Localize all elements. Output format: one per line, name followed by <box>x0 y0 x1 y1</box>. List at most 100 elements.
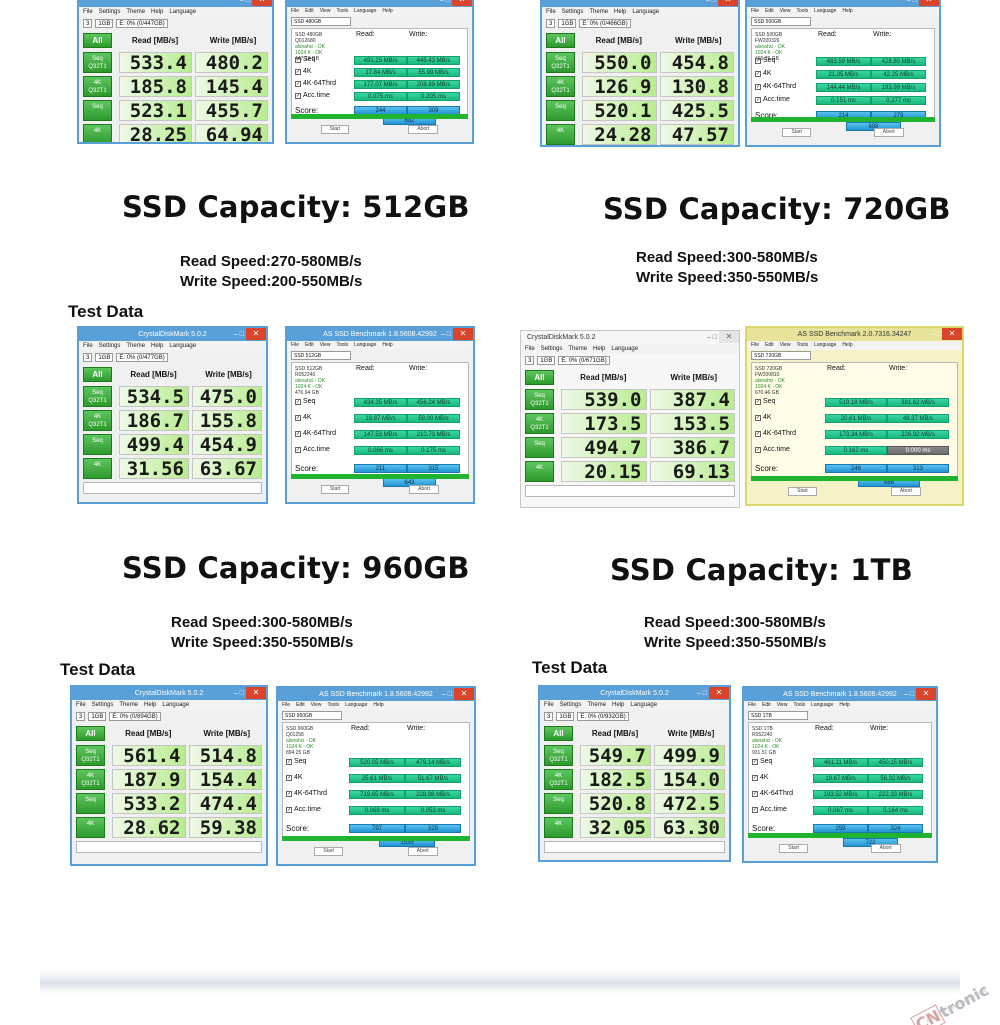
test-k4q-button[interactable]: 4K Q32T1 <box>546 75 575 97</box>
test-seq-button[interactable]: Seq <box>76 792 105 814</box>
checkbox[interactable]: ✓ <box>755 83 761 90</box>
menu-item[interactable]: Settings <box>98 343 121 349</box>
minimize-maximize-icon[interactable]: – □ <box>705 0 716 4</box>
menu-item[interactable]: Help <box>614 9 627 15</box>
menu-item[interactable]: File <box>83 9 93 15</box>
minimize-maximize-icon[interactable]: – □ <box>233 690 244 697</box>
menu-item[interactable]: File <box>546 9 556 15</box>
checkbox[interactable]: ✓ <box>295 446 301 453</box>
drive-select[interactable]: E: 0% (0/671GB) <box>558 356 610 365</box>
start-button[interactable]: Start <box>320 484 350 494</box>
size-select[interactable]: 1GB <box>537 356 556 365</box>
menu-item[interactable]: Edit <box>765 342 774 348</box>
menu-item[interactable]: File <box>748 702 757 708</box>
test-seq-button[interactable]: Seq <box>525 436 554 458</box>
checkbox[interactable]: ✓ <box>755 57 761 64</box>
menu-item[interactable]: Edit <box>305 342 314 348</box>
checkbox[interactable]: ✓ <box>295 68 301 75</box>
count-select[interactable]: 3 <box>76 712 86 721</box>
all-button[interactable]: All <box>83 366 112 382</box>
abort-button[interactable]: Abort <box>407 846 438 856</box>
drive-select[interactable]: SSD 500GB <box>751 17 811 26</box>
start-button[interactable]: Start <box>782 127 811 137</box>
menu-item[interactable]: Language <box>354 342 377 348</box>
checkbox[interactable]: ✓ <box>286 790 292 797</box>
minimize-maximize-icon[interactable]: – □ <box>239 0 250 4</box>
menu-item[interactable]: View <box>779 8 791 14</box>
menu-item[interactable]: Language <box>632 9 660 15</box>
test-k4-button[interactable]: 4K <box>544 816 573 838</box>
drive-select[interactable]: SSD 1TB <box>748 711 808 720</box>
menu-item[interactable]: File <box>525 346 535 352</box>
checkbox[interactable]: ✓ <box>295 92 301 99</box>
start-button[interactable]: Start <box>788 486 817 496</box>
drive-select[interactable]: E: 0% (0/894GB) <box>109 712 161 721</box>
menu-item[interactable]: Edit <box>765 8 774 14</box>
abort-button[interactable]: Abort <box>890 486 921 496</box>
comment-field[interactable] <box>544 841 725 853</box>
minimize-maximize-icon[interactable]: – □ <box>441 691 452 698</box>
size-select[interactable]: 1GB <box>558 19 577 28</box>
menu-item[interactable]: Settings <box>98 9 121 15</box>
checkbox[interactable]: ✓ <box>752 806 758 813</box>
count-select[interactable]: 3 <box>525 356 535 365</box>
menu-item[interactable]: Theme <box>126 9 146 15</box>
close-icon[interactable]: ✕ <box>919 0 939 6</box>
test-q32t1-button[interactable]: Seq Q32T1 <box>83 51 112 73</box>
checkbox[interactable]: ✓ <box>295 80 301 87</box>
menu-item[interactable]: Language <box>169 9 197 15</box>
minimize-maximize-icon[interactable]: – □ <box>439 0 450 4</box>
size-select[interactable]: 1GB <box>88 712 107 721</box>
menu-item[interactable]: Theme <box>587 702 607 708</box>
menu-item[interactable]: Help <box>839 702 850 708</box>
count-select[interactable]: 3 <box>83 19 93 28</box>
all-button[interactable]: All <box>83 32 112 48</box>
menu-item[interactable]: File <box>544 702 554 708</box>
checkbox[interactable]: ✓ <box>295 430 301 437</box>
menu-item[interactable]: Edit <box>305 8 314 14</box>
menu-item[interactable]: Language <box>814 8 837 14</box>
close-icon[interactable]: ✕ <box>252 0 272 6</box>
test-k4-button[interactable]: 4K <box>525 460 554 482</box>
all-button[interactable]: All <box>544 725 573 741</box>
menu-item[interactable]: Theme <box>126 343 146 349</box>
test-k4q-button[interactable]: 4K Q32T1 <box>544 768 573 790</box>
close-icon[interactable]: ✕ <box>452 0 472 6</box>
menu-item[interactable]: Settings <box>540 346 563 352</box>
checkbox[interactable]: ✓ <box>752 790 758 797</box>
menu-item[interactable]: Edit <box>762 702 771 708</box>
all-button[interactable]: All <box>525 369 554 385</box>
test-q32t1-button[interactable]: Seq Q32T1 <box>83 385 112 407</box>
test-k4-button[interactable]: 4K <box>546 123 575 145</box>
comment-field[interactable] <box>83 482 262 494</box>
drive-select[interactable]: SSD 480GB <box>291 17 351 26</box>
menu-item[interactable]: View <box>319 8 331 14</box>
test-q32t1-button[interactable]: Seq Q32T1 <box>546 51 575 73</box>
menu-item[interactable]: File <box>291 342 300 348</box>
drive-select[interactable]: E: 0% (0/466GB) <box>579 19 631 28</box>
size-select[interactable]: 1GB <box>95 353 114 362</box>
menu-item[interactable]: Language <box>169 343 197 349</box>
menu-item[interactable]: Settings <box>91 702 114 708</box>
test-seq-button[interactable]: Seq <box>83 99 112 121</box>
all-button[interactable]: All <box>76 725 105 741</box>
menu-item[interactable]: File <box>282 702 291 708</box>
checkbox[interactable]: ✓ <box>295 398 301 405</box>
test-k4-button[interactable]: 4K <box>76 816 105 838</box>
count-select[interactable]: 3 <box>546 19 556 28</box>
menu-item[interactable]: View <box>776 702 788 708</box>
minimize-maximize-icon[interactable]: – □ <box>929 331 940 338</box>
menu-item[interactable]: Help <box>612 702 625 708</box>
menu-item[interactable]: Tools <box>796 342 809 348</box>
checkbox[interactable]: ✓ <box>752 758 758 765</box>
test-k4-button[interactable]: 4K <box>83 123 112 142</box>
drive-select[interactable]: E: 0% (0/932GB) <box>577 712 629 721</box>
close-icon[interactable]: ✕ <box>454 688 474 700</box>
menu-item[interactable]: Help <box>842 342 853 348</box>
test-q32t1-button[interactable]: Seq Q32T1 <box>525 388 554 410</box>
menu-item[interactable]: File <box>751 342 760 348</box>
menu-item[interactable]: Tools <box>336 342 349 348</box>
checkbox[interactable]: ✓ <box>755 430 761 437</box>
close-icon[interactable]: ✕ <box>718 0 738 6</box>
menu-item[interactable]: Language <box>354 8 377 14</box>
